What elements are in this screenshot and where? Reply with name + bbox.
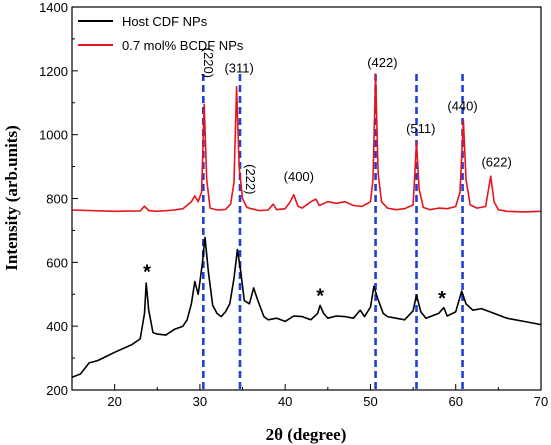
x-tick-label: 60 — [448, 394, 462, 409]
y-tick-label: 1400 — [39, 0, 68, 15]
legend-label-host: Host CDF NPs — [122, 14, 208, 29]
x-tick-label: 20 — [107, 394, 121, 409]
y-axis-title: Intensity (arb.units) — [2, 125, 21, 270]
x-tick-label: 40 — [278, 394, 292, 409]
x-tick-label: 70 — [534, 394, 548, 409]
peak-label: (440) — [447, 99, 477, 114]
y-tick-label: 400 — [46, 319, 68, 334]
peak-label: (511) — [406, 121, 435, 136]
impurity-star: * — [143, 261, 151, 283]
y-tick-label: 200 — [46, 383, 68, 398]
x-tick-label: 50 — [363, 394, 377, 409]
reference-lines — [202, 74, 464, 390]
y-tick-label: 1000 — [39, 128, 68, 143]
x-axis-title: 2θ (degree) — [266, 425, 347, 444]
legend: Host CDF NPs 0.7 mol% BCDF NPs — [78, 14, 244, 53]
legend-label-bcdf: 0.7 mol% BCDF NPs — [122, 38, 244, 53]
impurity-star: * — [438, 288, 446, 310]
series-line — [71, 236, 542, 378]
axes: 20 30 40 50 60 70 200 400 600 800 1000 1200 1400 — [39, 0, 548, 409]
peak-label: (222) — [243, 164, 258, 194]
peak-label: (311) — [224, 60, 253, 75]
impurity-star: * — [316, 285, 324, 307]
y-tick-label: 800 — [46, 192, 68, 207]
peak-label: (622) — [481, 155, 511, 170]
plot-frame — [71, 6, 542, 391]
annotations: (220) (311) (222) (400) (422) (511) (440) (622)… — [143, 48, 512, 310]
series-line — [71, 73, 542, 213]
x-tick-label: 30 — [193, 394, 207, 409]
peak-label: (422) — [367, 55, 397, 70]
peak-label: (220) — [201, 48, 216, 78]
series-lines — [71, 73, 542, 378]
y-tick-label: 1200 — [39, 64, 68, 79]
peak-label: (400) — [284, 169, 314, 184]
y-tick-label: 600 — [46, 255, 68, 270]
